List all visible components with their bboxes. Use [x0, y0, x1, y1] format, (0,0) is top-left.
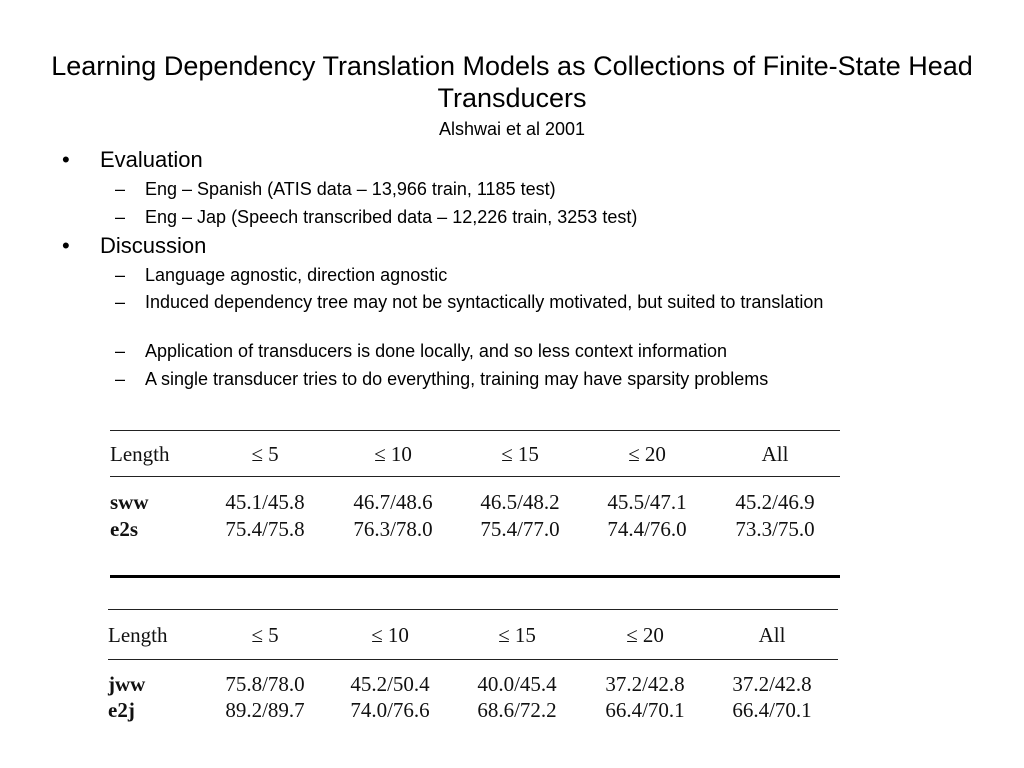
bullet-marker: •: [62, 233, 70, 258]
sub-bullet-text: Eng – Spanish (ATIS data – 13,966 train,…: [145, 179, 556, 199]
table-header-cell: All: [761, 442, 789, 466]
bullet-heading: Discussion: [100, 233, 207, 258]
sub-bullet-text: Induced dependency tree may not be synta…: [145, 292, 824, 312]
table-cell: 66.4/70.1: [732, 698, 812, 722]
dash-marker: –: [115, 341, 126, 361]
table-top-rule: [108, 609, 838, 610]
table-row-label: jww: [108, 672, 146, 696]
table-header-cell: Length: [110, 442, 170, 466]
table-cell: 68.6/72.2: [477, 698, 557, 722]
table-header-cell: ≤ 15: [501, 442, 539, 466]
sub-bullet-text: Language agnostic, direction agnostic: [145, 265, 448, 285]
table-cell: 75.4/77.0: [480, 517, 560, 541]
bullet-marker: •: [62, 147, 70, 172]
table-top-rule: [110, 430, 840, 431]
results-table-spanish: Length ≤ 5 ≤ 10 ≤ 15 ≤ 20 All sww 45.1/4…: [110, 428, 840, 578]
table-header-cell: ≤ 10: [371, 623, 409, 647]
table-cell: 45.5/47.1: [607, 490, 687, 514]
sub-bullet-text: Application of transducers is done local…: [145, 341, 727, 361]
sub-bullet-text: Eng – Jap (Speech transcribed data – 12,…: [145, 207, 638, 227]
results-table-japanese: Length ≤ 5 ≤ 10 ≤ 15 ≤ 20 All jww 75.8/7…: [108, 609, 838, 729]
table-cell: 74.0/76.6: [350, 698, 430, 722]
table-cell: 46.7/48.6: [353, 490, 433, 514]
table-cell: 37.2/42.8: [605, 672, 685, 696]
table-row-label: e2s: [110, 517, 138, 541]
bullet-heading: Evaluation: [100, 147, 203, 172]
dash-marker: –: [115, 369, 126, 389]
slide-title: Learning Dependency Translation Models a…: [51, 51, 973, 113]
dash-marker: –: [115, 207, 126, 227]
table-cell: 37.2/42.8: [732, 672, 812, 696]
table-header-rule: [108, 659, 838, 660]
table-header-cell: All: [758, 623, 786, 647]
table-header-cell: Length: [108, 623, 168, 647]
table-row-label: e2j: [108, 698, 135, 722]
table-cell: 75.8/78.0: [225, 672, 305, 696]
table-cell: 89.2/89.7: [225, 698, 305, 722]
table-header-rule: [110, 476, 840, 477]
dash-marker: –: [115, 292, 126, 312]
table-cell: 76.3/78.0: [353, 517, 433, 541]
table-bottom-rule: [110, 575, 840, 578]
dash-marker: –: [115, 265, 126, 285]
table-header-cell: ≤ 5: [251, 623, 279, 647]
table-cell: 46.5/48.2: [480, 490, 560, 514]
slide-subtitle: Alshwai et al 2001: [438, 119, 586, 139]
table-row-label: sww: [110, 490, 149, 514]
table-header-cell: ≤ 5: [251, 442, 279, 466]
table-cell: 45.2/50.4: [350, 672, 430, 696]
table-cell: 75.4/75.8: [225, 517, 305, 541]
table-header-cell: ≤ 20: [628, 442, 666, 466]
table-cell: 45.2/46.9: [735, 490, 815, 514]
sub-bullet-text: A single transducer tries to do everythi…: [145, 369, 769, 389]
table-header-cell: ≤ 20: [626, 623, 664, 647]
dash-marker: –: [115, 179, 126, 199]
table-cell: 73.3/75.0: [735, 517, 815, 541]
table-cell: 45.1/45.8: [225, 490, 305, 514]
table-header-cell: ≤ 15: [498, 623, 536, 647]
table-cell: 66.4/70.1: [605, 698, 685, 722]
table-header-cell: ≤ 10: [374, 442, 412, 466]
table-cell: 40.0/45.4: [477, 672, 557, 696]
table-cell: 74.4/76.0: [607, 517, 687, 541]
